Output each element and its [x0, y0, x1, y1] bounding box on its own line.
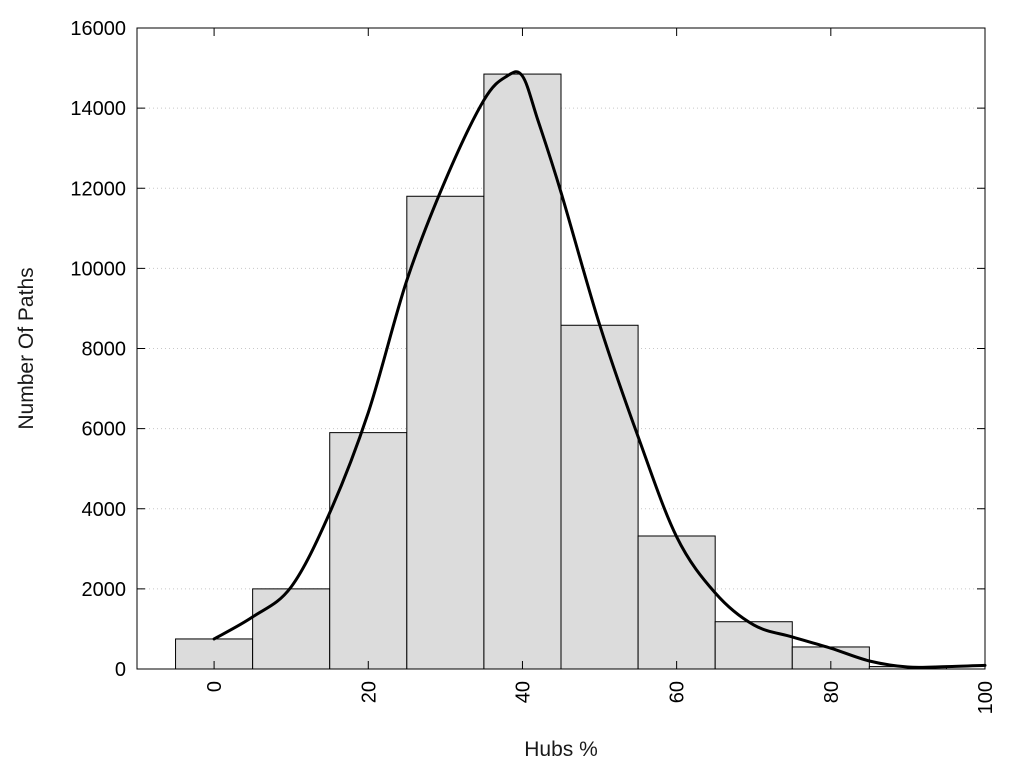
y-axis-title: Number Of Paths: [15, 267, 38, 429]
y-tick-label: 2000: [82, 579, 127, 601]
histogram-bar: [329, 432, 408, 670]
histogram-bar: [483, 73, 562, 670]
x-tick-label: 20: [358, 681, 380, 703]
y-tick-label: 6000: [82, 419, 127, 441]
x-tick-label: 80: [821, 681, 843, 703]
y-tick-label: 14000: [70, 98, 126, 120]
y-tick-label: 10000: [70, 258, 126, 280]
histogram-bars: [175, 73, 947, 670]
density-curve: [212, 70, 987, 669]
y-tick-label: 4000: [82, 499, 127, 521]
y-tick-label: 16000: [70, 18, 126, 40]
x-axis-ticks: 0 20 40 60 80 100: [204, 28, 997, 714]
y-tick-label: 0: [115, 659, 126, 681]
histogram-bar: [714, 621, 793, 670]
x-axis-title: Hubs %: [524, 738, 598, 761]
histogram-bar: [637, 535, 716, 670]
histogram-bar: [560, 324, 639, 670]
y-axis-ticks: 0 2000 4000 6000 8000 10000 12000 14000 16000: [70, 18, 985, 681]
histogram-bar: [252, 588, 331, 670]
x-tick-label: 60: [667, 681, 689, 703]
density-curve-layer: [212, 70, 987, 669]
x-tick-label: 100: [975, 681, 997, 714]
x-tick-label: 0: [204, 681, 226, 692]
y-tick-label: 12000: [70, 178, 126, 200]
y-tick-label: 8000: [82, 339, 127, 361]
x-tick-label: 40: [512, 681, 534, 703]
histogram-bar: [406, 195, 485, 670]
